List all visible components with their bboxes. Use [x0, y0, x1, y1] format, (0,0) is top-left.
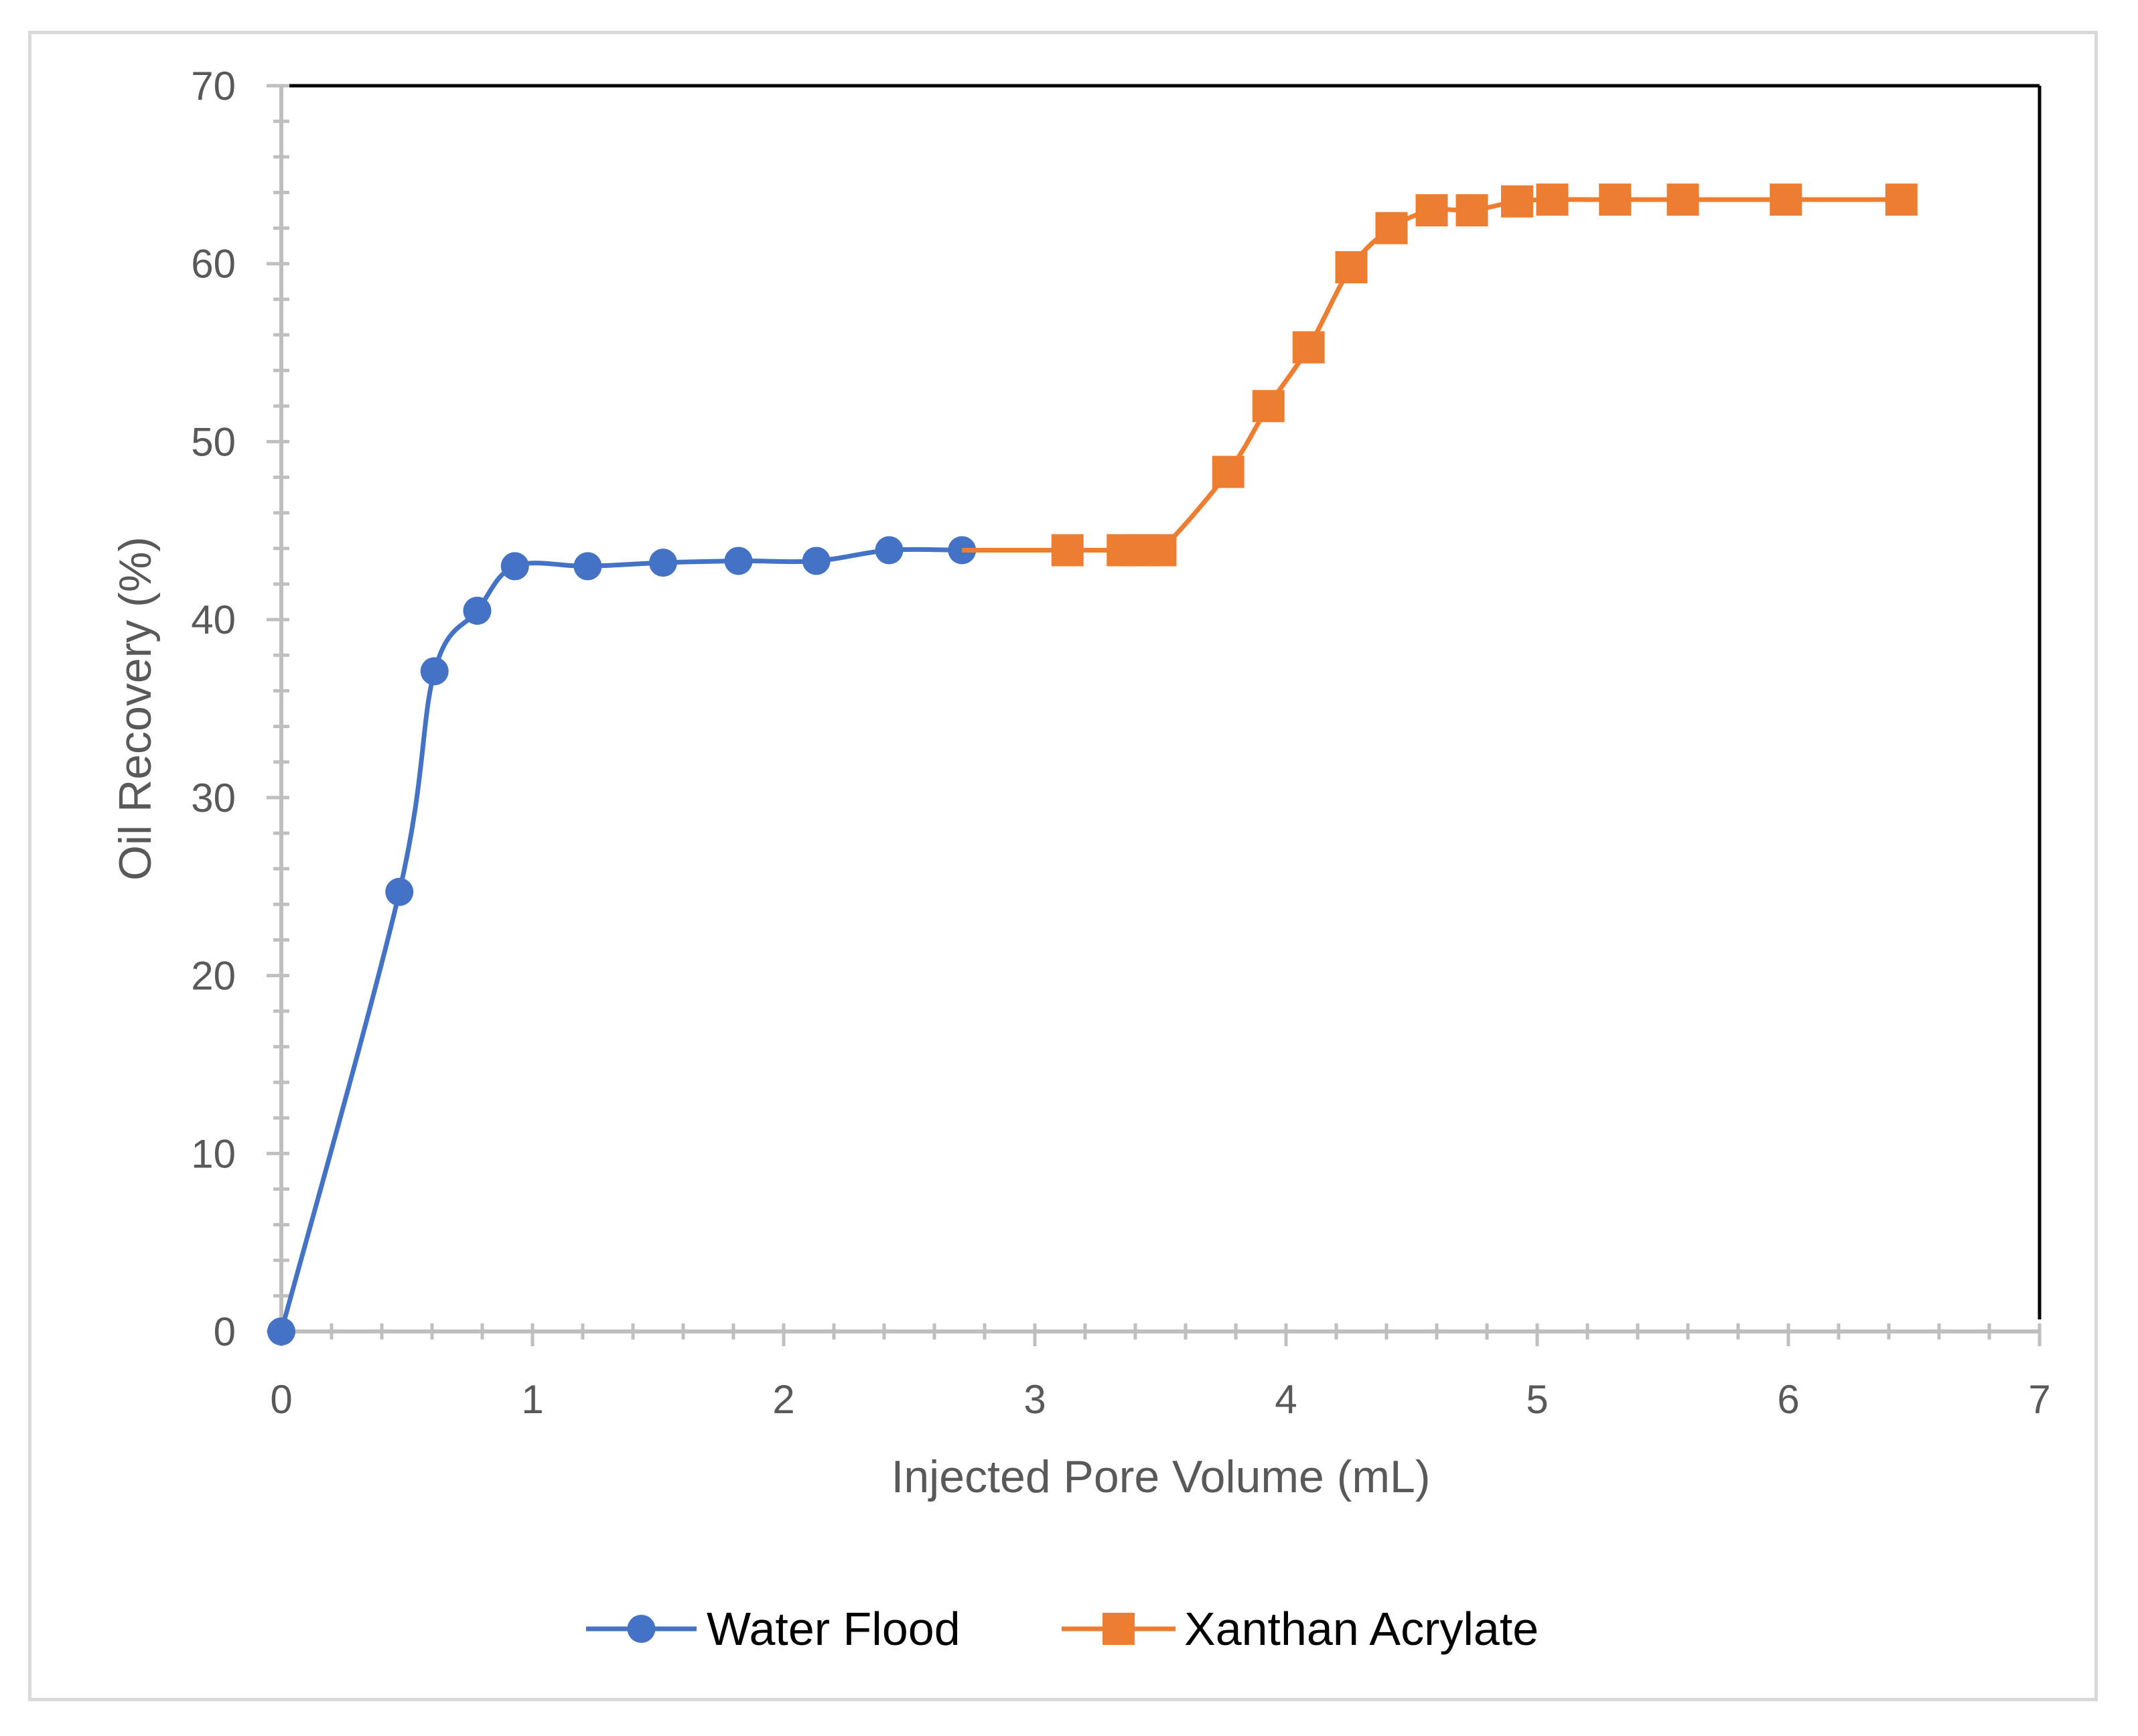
data-point [649, 549, 677, 577]
data-point [1666, 184, 1699, 216]
data-point [1599, 184, 1632, 216]
data-point [1885, 184, 1918, 216]
x-tick-label: 4 [1275, 1377, 1297, 1422]
data-point [463, 596, 492, 625]
x-tick-label: 2 [772, 1377, 794, 1422]
data-point [1536, 184, 1569, 216]
data-point [267, 1317, 295, 1346]
data-point [1212, 455, 1244, 488]
data-point [1144, 534, 1177, 567]
series-water-flood [267, 536, 977, 1346]
data-point [1501, 185, 1533, 218]
data-point [1455, 194, 1488, 226]
legend: Water Flood Xanthan Acrylate [586, 1603, 1539, 1655]
x-axis-title: Injected Pore Volume (mL) [891, 1451, 1430, 1502]
y-tick-label: 40 [191, 597, 236, 642]
y-axis-ticks [267, 84, 289, 1333]
legend-label: Water Flood [707, 1603, 960, 1655]
data-point [385, 877, 414, 906]
x-tick-label: 7 [2028, 1377, 2050, 1422]
data-point [802, 547, 831, 575]
legend-marker [627, 1615, 656, 1643]
data-point [724, 547, 753, 575]
y-axis-title: Oil Recovery (%) [110, 536, 161, 881]
series-xanthan-acrylate [962, 184, 1918, 567]
y-tick-label: 30 [191, 776, 236, 820]
y-axis-tick-labels: 0 10 20 30 40 50 60 70 [191, 64, 236, 1354]
y-tick-label: 60 [191, 242, 236, 287]
x-axis-tick-labels: 0 1 2 3 4 5 6 7 [270, 1377, 2050, 1422]
data-point [1252, 390, 1285, 423]
x-axis-ticks [279, 1323, 2042, 1346]
x-tick-label: 5 [1526, 1377, 1548, 1422]
data-point [573, 552, 602, 581]
y-tick-label: 0 [214, 1309, 236, 1354]
x-tick-label: 0 [270, 1377, 292, 1422]
y-tick-label: 70 [191, 64, 236, 108]
data-point [1292, 331, 1325, 364]
data-point [1415, 194, 1448, 226]
x-tick-label: 1 [521, 1377, 543, 1422]
data-point [420, 657, 449, 686]
x-tick-label: 6 [1777, 1377, 1799, 1422]
data-point [500, 552, 529, 581]
series-line [279, 547, 963, 1332]
data-point [1051, 534, 1084, 567]
data-point [1335, 251, 1368, 284]
y-tick-label: 50 [191, 419, 236, 464]
series-layer [267, 184, 1918, 1346]
legend-marker [1102, 1613, 1135, 1645]
y-tick-label: 20 [191, 954, 236, 999]
x-tick-label: 3 [1023, 1377, 1046, 1422]
y-tick-label: 10 [191, 1131, 236, 1176]
data-point [875, 536, 904, 565]
legend-entry: Water Flood [586, 1603, 960, 1655]
legend-entry: Xanthan Acrylate [1062, 1603, 1539, 1655]
data-point [1770, 184, 1802, 216]
chart-container [28, 31, 2098, 1701]
data-point [1375, 212, 1408, 244]
legend-label: Xanthan Acrylate [1184, 1603, 1539, 1655]
series-line [1067, 197, 1902, 559]
